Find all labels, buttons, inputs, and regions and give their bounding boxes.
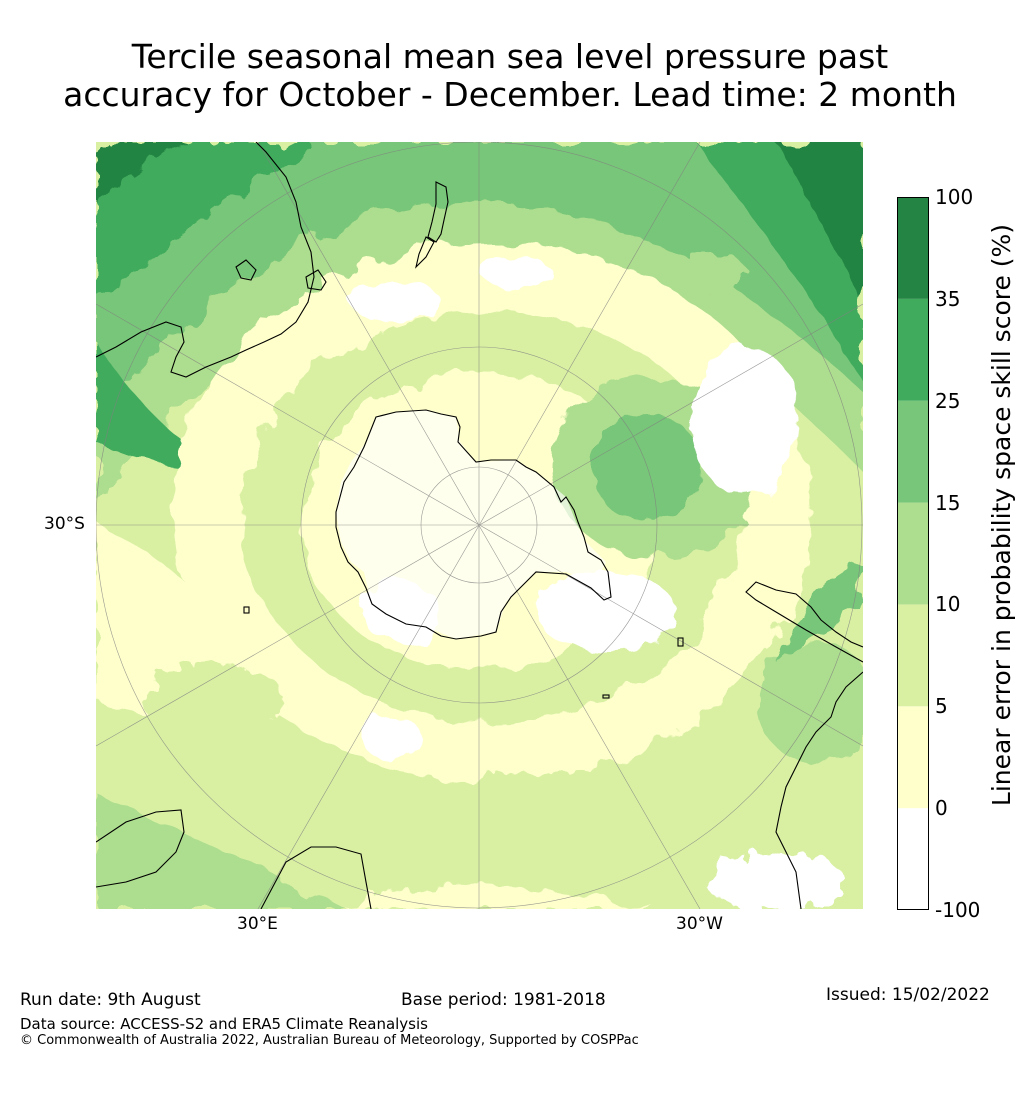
colorbar	[897, 197, 929, 910]
colorbar-bin-0-to-5	[897, 706, 929, 809]
lon-label-30e: 30°E	[237, 914, 278, 934]
copyright: © Commonwealth of Australia 2022, Austra…	[20, 1033, 639, 1048]
colorbar-tick-label: 25	[935, 388, 961, 413]
polar-map	[96, 142, 863, 909]
graticule	[96, 142, 863, 909]
skill-field	[96, 142, 863, 909]
colorbar-bin-15-to-25	[897, 400, 929, 503]
colorbar-bin-25-to-35	[897, 298, 929, 401]
colorbar-bin-5-to-10	[897, 604, 929, 707]
base-period: Base period: 1981-2018	[401, 990, 606, 1010]
colorbar-label: Linear error in probability space skill …	[987, 223, 1016, 807]
run-date: Run date: 9th August	[20, 990, 201, 1010]
skill-field-detail	[146, 252, 846, 909]
colorbar-tick-label: 10	[935, 592, 961, 617]
colorbar-tick-label: 100	[935, 185, 974, 209]
antarctica-interior	[336, 410, 606, 639]
colorbar-tick-label: 5	[935, 694, 948, 719]
colorbar-tick-label: 0	[935, 796, 948, 821]
colorbar-tick-label: 35	[935, 286, 961, 311]
lon-label-30w: 30°W	[676, 914, 723, 934]
chart-title: Tercile seasonal mean sea level pressure…	[0, 38, 1020, 114]
colorbar-bin--100-to-0	[897, 808, 929, 910]
coastlines	[96, 142, 863, 909]
lat-label-30s: 30°S	[44, 514, 85, 534]
data-source: Data source: ACCESS-S2 and ERA5 Climate …	[20, 1015, 428, 1033]
colorbar-bin-10-to-15	[897, 502, 929, 605]
issued-date: Issued: 15/02/2022	[826, 985, 990, 1005]
title-line-1: Tercile seasonal mean sea level pressure…	[131, 37, 889, 76]
colorbar-tick-label: -100	[935, 898, 981, 922]
colorbar-bin-35-to-100	[897, 197, 929, 299]
title-line-2: accuracy for October - December. Lead ti…	[63, 75, 957, 114]
colorbar-tick-label: 15	[935, 490, 961, 515]
